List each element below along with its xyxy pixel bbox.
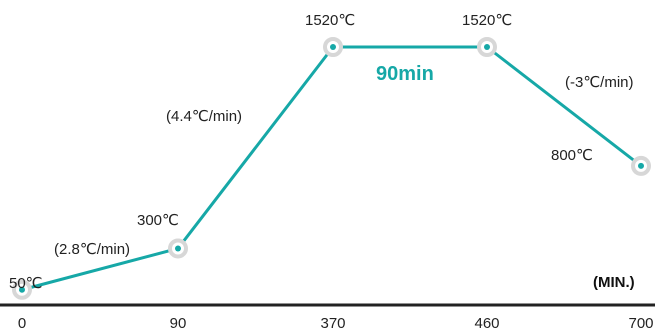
point-label-2: 300℃ (137, 212, 179, 229)
x-tick-label-5: 700 (628, 315, 653, 332)
point-label-3: 1520℃ (305, 12, 355, 29)
segment-label-3: 90min (376, 63, 434, 85)
point-label-1: 50℃ (9, 275, 43, 292)
x-unit-label: (MIN.) (593, 274, 635, 291)
data-point-5 (631, 155, 651, 176)
x-tick-label-2: 90 (170, 315, 187, 332)
data-point-2 (168, 238, 188, 259)
segment-label-1: (2.8℃/min) (54, 241, 130, 258)
point-label-5: 800℃ (551, 147, 593, 164)
data-point-4 (477, 37, 497, 57)
point-label-4: 1520℃ (462, 12, 512, 29)
data-point-3 (323, 37, 343, 57)
segment-label-4: (-3℃/min) (565, 74, 634, 91)
marker-layer (12, 37, 651, 300)
segment-label-2: (4.4℃/min) (166, 108, 242, 125)
x-tick-label-3: 370 (320, 315, 345, 332)
data-point-1 (12, 279, 32, 300)
x-tick-label-1: 0 (18, 315, 26, 332)
x-tick-label-4: 460 (474, 315, 499, 332)
